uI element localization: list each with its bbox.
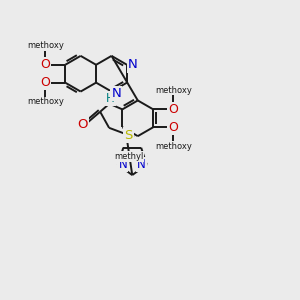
Text: O: O [77,118,88,131]
Text: N: N [111,87,121,100]
Text: methoxy: methoxy [155,142,192,151]
Text: methoxy: methoxy [155,86,192,95]
Text: methoxy: methoxy [27,97,64,106]
Text: O: O [40,58,50,71]
Text: H: H [106,92,115,105]
Text: O: O [168,121,178,134]
Text: S: S [124,129,133,142]
Text: N: N [137,158,146,171]
Text: N: N [128,58,138,71]
Text: methyl: methyl [114,152,143,161]
Text: O: O [168,103,178,116]
Text: methoxy: methoxy [27,41,64,50]
Text: O: O [40,76,50,89]
Text: N: N [118,158,127,171]
